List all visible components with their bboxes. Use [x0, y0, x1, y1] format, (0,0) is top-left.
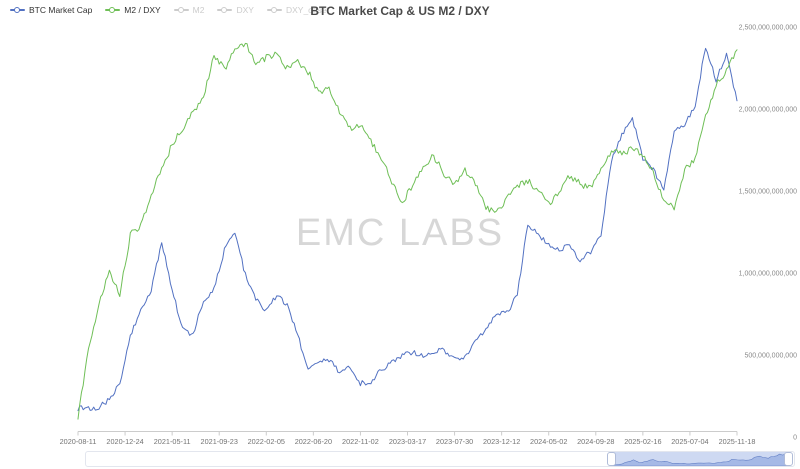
line-series-marker-icon: [173, 6, 189, 13]
y-axis-label: 1,500,000,000,000: [739, 189, 797, 196]
legend-item-dxy[interactable]: DXY: [217, 5, 254, 15]
watermark: EMC LABS: [295, 212, 505, 254]
x-axis-label: 2022-11-02: [342, 437, 379, 446]
data-zoom-selection[interactable]: [611, 452, 789, 466]
legend-item-m2[interactable]: M2: [173, 5, 205, 15]
legend-label: M2: [192, 5, 205, 15]
x-axis-label: 2024-09-28: [577, 437, 614, 446]
series-line-m2-dxy: [77, 42, 738, 420]
y-axis-label: 0: [793, 435, 797, 442]
y-axis-label: 1,000,000,000,000: [739, 271, 797, 278]
x-axis-label: 2025-02-16: [624, 437, 661, 446]
legend-label: M2 / DXY: [124, 5, 161, 15]
chart-title: BTC Market Cap & US M2 / DXY: [310, 4, 490, 18]
legend-label: DXY_offset: [285, 5, 329, 15]
data-zoom-right-handle-icon[interactable]: [784, 452, 794, 466]
legend-item-m2-dxy[interactable]: M2 / DXY: [105, 5, 161, 15]
x-axis-label: 2020-08-11: [60, 437, 97, 446]
x-axis-label: 2022-02-05: [248, 437, 285, 446]
x-axis-label: 2023-07-30: [436, 437, 473, 446]
sparkline-area: [611, 454, 789, 466]
series-line-btc-market-cap: [77, 47, 738, 412]
x-axis-label: 2025-07-04: [671, 437, 708, 446]
y-axis-label: 2,500,000,000,000: [739, 25, 797, 32]
legend-label: BTC Market Cap: [29, 5, 93, 15]
chart-legend: BTC Market Cap M2 / DXY M2 DXY DXY_offset: [10, 6, 329, 15]
x-axis-label: 2023-03-17: [389, 437, 426, 446]
legend-item-dxy-offset[interactable]: DXY_offset: [266, 5, 329, 15]
x-axis-label: 2020-12-24: [106, 437, 143, 446]
line-series-marker-icon: [217, 6, 233, 13]
data-zoom-slider[interactable]: [85, 451, 795, 467]
x-axis-label: 2024-05-02: [530, 437, 567, 446]
x-axis-label: 2021-09-23: [201, 437, 238, 446]
line-series-marker-icon: [10, 6, 25, 13]
line-series-marker-icon: [105, 6, 121, 13]
legend-item-btc-market-cap[interactable]: BTC Market Cap: [10, 6, 92, 15]
y-axis-label: 2,000,000,000,000: [739, 107, 797, 114]
data-zoom-left-handle-icon[interactable]: [607, 452, 617, 466]
x-axis-label: 2021-05-11: [154, 437, 191, 446]
line-series-marker-icon: [266, 6, 282, 13]
y-axis-label: 500,000,000,000: [744, 353, 797, 360]
x-axis-label: 2022-06-20: [295, 437, 332, 446]
x-axis-label: 2023-12-12: [483, 437, 520, 446]
data-zoom-sparkline: [611, 452, 789, 466]
x-axis-label: 2025-11-18: [719, 437, 756, 446]
legend-label: DXY: [236, 5, 254, 15]
